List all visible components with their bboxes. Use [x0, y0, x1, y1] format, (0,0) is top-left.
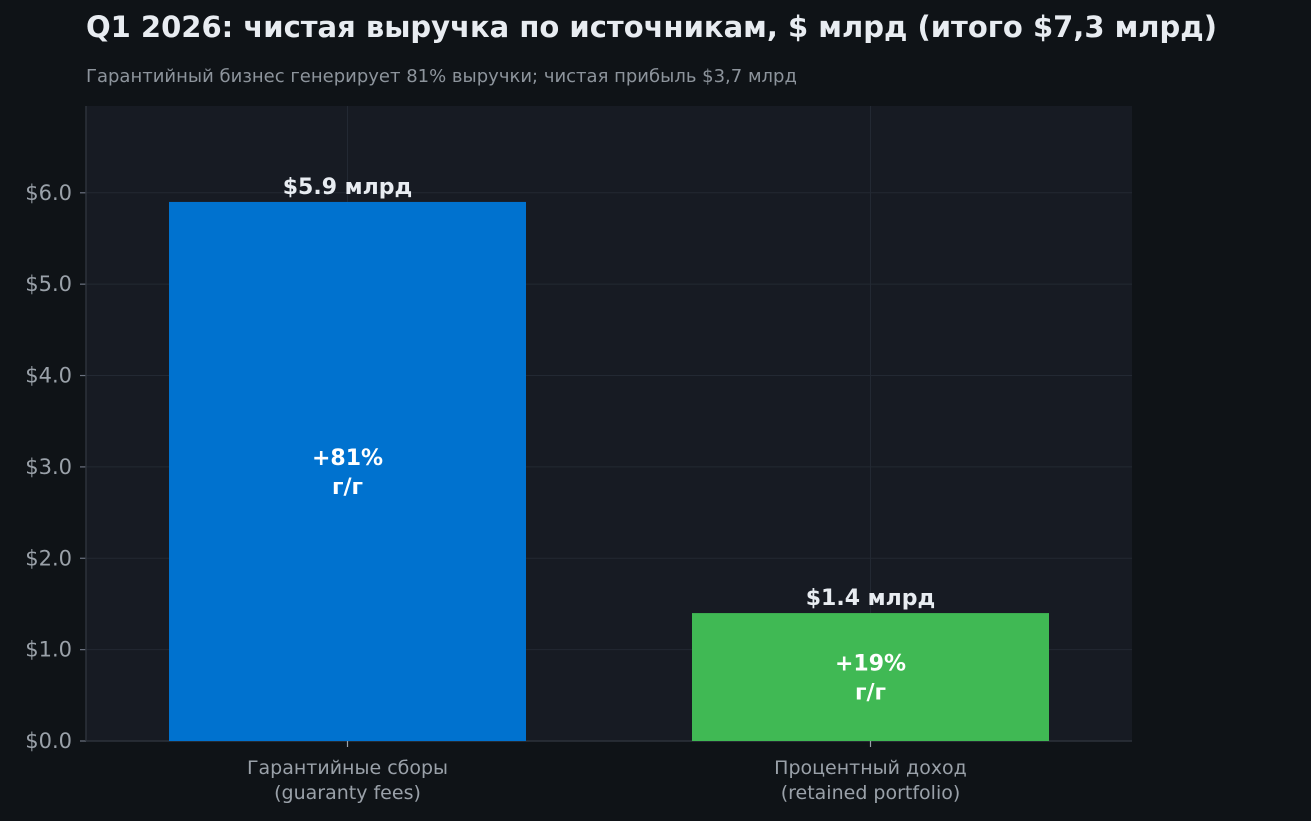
x-tick-label: (retained portfolio) — [781, 782, 961, 804]
y-tick-label: $0.0 — [25, 729, 72, 753]
bar-inner-label: г/г — [332, 475, 363, 500]
bar-inner-label: +81% — [312, 446, 383, 471]
y-tick-label: $2.0 — [25, 546, 72, 570]
bar — [692, 613, 1049, 741]
y-tick-label: $4.0 — [25, 364, 72, 388]
x-tick-label: Гарантийные сборы — [247, 757, 448, 779]
chart-subtitle: Гарантийный бизнес генерирует 81% выручк… — [86, 66, 797, 87]
y-tick-label: $5.0 — [25, 272, 72, 296]
bar-value-label: $1.4 млрд — [806, 586, 936, 611]
x-tick-label: (guaranty fees) — [274, 782, 421, 804]
y-tick-label: $6.0 — [25, 181, 72, 205]
y-tick-label: $1.0 — [25, 638, 72, 662]
bar-inner-label: г/г — [855, 681, 886, 706]
x-tick-label: Процентный доход — [774, 757, 967, 779]
y-tick-label: $3.0 — [25, 455, 72, 479]
bar — [169, 201, 526, 742]
bar-inner-label: +19% — [835, 652, 906, 677]
bar-value-label: $5.9 млрд — [283, 175, 413, 200]
chart-title: Q1 2026: чистая выручка по источникам, $… — [86, 10, 1217, 44]
